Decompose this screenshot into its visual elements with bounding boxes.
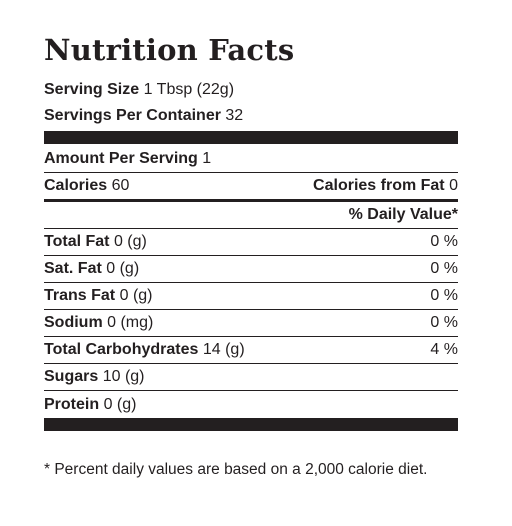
nutrient-amount: 0 (g) bbox=[119, 287, 153, 304]
label-title: Nutrition Facts bbox=[44, 33, 295, 67]
nutrient-row-sat-fat: Sat. Fat 0 (g) 0 % bbox=[44, 256, 458, 282]
nutrient-name: Sugars bbox=[44, 368, 99, 385]
nutrient-amount: 0 (g) bbox=[103, 395, 137, 413]
nutrient-row-sodium: Sodium 0 (mg) 0 % bbox=[44, 310, 458, 336]
servings-per-container-row: Servings Per Container 32 bbox=[44, 106, 458, 126]
nutrient-daily-value: 0 % bbox=[430, 314, 458, 331]
serving-size-label: Serving Size bbox=[44, 81, 140, 98]
divider-thin bbox=[44, 309, 458, 310]
divider-thin bbox=[44, 363, 458, 364]
serving-size-value: 1 Tbsp (22g) bbox=[143, 81, 235, 98]
nutrition-facts-panel: Nutrition Facts Serving Size 1 Tbsp (22g… bbox=[44, 30, 458, 431]
calories-value: 60 bbox=[111, 177, 130, 194]
daily-value-header: % Daily Value* bbox=[348, 206, 458, 223]
nutrient-amount: 0 (g) bbox=[106, 260, 140, 277]
nutrient-row-total-fat: Total Fat 0 (g) 0 % bbox=[44, 229, 458, 255]
nutrient-row-protein: Protein 0 (g) bbox=[44, 391, 458, 418]
divider-thin bbox=[44, 390, 458, 391]
nutrient-name: Protein bbox=[44, 395, 100, 413]
servings-per-container-value: 32 bbox=[225, 107, 244, 124]
nutrient-name: Trans Fat bbox=[44, 287, 116, 304]
nutrient-amount: 0 (g) bbox=[113, 233, 147, 250]
calories-row: Calories 60 Calories from Fat 0 bbox=[44, 173, 458, 199]
serving-size-row: Serving Size 1 Tbsp (22g) bbox=[44, 80, 458, 100]
nutrient-row-total-carbohydrates: Total Carbohydrates 14 (g) 4 % bbox=[44, 337, 458, 363]
divider-thin bbox=[44, 282, 458, 283]
daily-value-header-row: % Daily Value* bbox=[44, 202, 458, 228]
footnote: * Percent daily values are based on a 2,… bbox=[44, 461, 428, 478]
nutrient-amount: 14 (g) bbox=[202, 341, 245, 358]
nutrient-amount: 10 (g) bbox=[102, 368, 145, 385]
calories-label: Calories bbox=[44, 177, 108, 194]
nutrient-name: Total Carbohydrates bbox=[44, 341, 199, 358]
divider-bold bbox=[44, 199, 458, 202]
nutrient-daily-value: 0 % bbox=[430, 287, 458, 304]
divider-thin bbox=[44, 228, 458, 229]
amount-per-serving-row: Amount Per Serving 1 bbox=[44, 144, 458, 172]
thick-divider-top bbox=[44, 131, 458, 144]
nutrient-amount: 0 (mg) bbox=[107, 314, 154, 331]
nutrient-row-trans-fat: Trans Fat 0 (g) 0 % bbox=[44, 283, 458, 309]
nutrient-name: Total Fat bbox=[44, 233, 110, 250]
divider-thin bbox=[44, 172, 458, 173]
nutrient-daily-value: 4 % bbox=[430, 341, 458, 358]
divider-thin bbox=[44, 336, 458, 337]
servings-per-container-label: Servings Per Container bbox=[44, 107, 221, 124]
amount-per-serving-value: 1 bbox=[202, 149, 212, 167]
nutrient-daily-value: 0 % bbox=[430, 260, 458, 277]
nutrient-daily-value: 0 % bbox=[430, 233, 458, 250]
divider-thin bbox=[44, 255, 458, 256]
nutrient-row-sugars: Sugars 10 (g) bbox=[44, 364, 458, 390]
nutrient-name: Sodium bbox=[44, 314, 103, 331]
calories-from-fat-value: 0 bbox=[449, 177, 458, 194]
thick-divider-bottom bbox=[44, 418, 458, 431]
calories-from-fat-label: Calories from Fat bbox=[313, 177, 445, 194]
amount-per-serving-label: Amount Per Serving bbox=[44, 149, 198, 167]
nutrient-name: Sat. Fat bbox=[44, 260, 102, 277]
